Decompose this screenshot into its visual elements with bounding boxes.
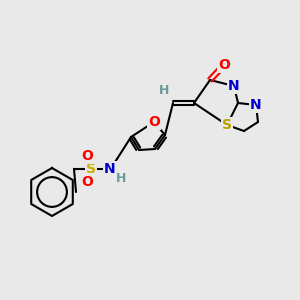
Text: S: S — [222, 118, 232, 132]
Text: O: O — [148, 115, 160, 129]
Text: S: S — [86, 162, 96, 176]
Text: H: H — [116, 172, 126, 184]
Text: N: N — [250, 98, 262, 112]
Text: O: O — [81, 149, 93, 163]
Text: N: N — [104, 162, 116, 176]
Text: O: O — [218, 58, 230, 72]
Text: H: H — [159, 83, 169, 97]
Text: O: O — [81, 175, 93, 189]
Text: N: N — [228, 79, 240, 93]
